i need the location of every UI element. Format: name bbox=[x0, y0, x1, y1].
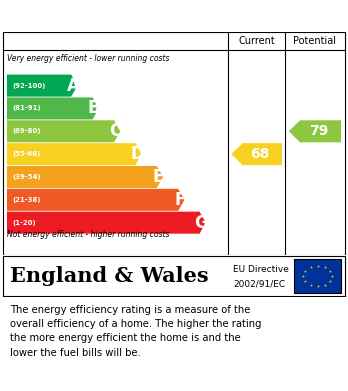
Polygon shape bbox=[7, 120, 120, 142]
Polygon shape bbox=[7, 143, 142, 165]
Polygon shape bbox=[7, 212, 206, 234]
Text: The energy efficiency rating is a measure of the
overall efficiency of a home. T: The energy efficiency rating is a measur… bbox=[10, 305, 262, 358]
Polygon shape bbox=[231, 143, 282, 165]
Text: (81-91): (81-91) bbox=[12, 106, 41, 111]
Text: Current: Current bbox=[238, 36, 275, 46]
Text: (1-20): (1-20) bbox=[12, 220, 36, 226]
Text: Very energy efficient - lower running costs: Very energy efficient - lower running co… bbox=[7, 54, 169, 63]
Text: (69-80): (69-80) bbox=[12, 128, 41, 134]
Polygon shape bbox=[7, 97, 99, 120]
FancyBboxPatch shape bbox=[294, 259, 341, 293]
Text: B: B bbox=[88, 99, 101, 117]
Text: (39-54): (39-54) bbox=[12, 174, 41, 180]
Text: (21-38): (21-38) bbox=[12, 197, 41, 203]
Text: (55-68): (55-68) bbox=[12, 151, 40, 157]
Text: F: F bbox=[174, 191, 185, 209]
Polygon shape bbox=[7, 166, 163, 188]
Text: G: G bbox=[195, 213, 208, 232]
Text: E: E bbox=[153, 168, 164, 186]
Text: A: A bbox=[66, 77, 79, 95]
Text: England & Wales: England & Wales bbox=[10, 266, 209, 286]
Polygon shape bbox=[289, 120, 341, 142]
Text: 2002/91/EC: 2002/91/EC bbox=[233, 279, 285, 288]
Text: Not energy efficient - higher running costs: Not energy efficient - higher running co… bbox=[7, 230, 169, 239]
Text: C: C bbox=[110, 122, 122, 140]
Polygon shape bbox=[7, 75, 77, 97]
Text: 79: 79 bbox=[309, 124, 328, 138]
Polygon shape bbox=[7, 189, 184, 211]
Text: EU Directive: EU Directive bbox=[233, 265, 289, 274]
Text: 68: 68 bbox=[251, 147, 270, 161]
Text: (92-100): (92-100) bbox=[12, 83, 46, 89]
Text: D: D bbox=[130, 145, 144, 163]
Text: Energy Efficiency Rating: Energy Efficiency Rating bbox=[10, 7, 239, 25]
Text: Potential: Potential bbox=[293, 36, 337, 46]
